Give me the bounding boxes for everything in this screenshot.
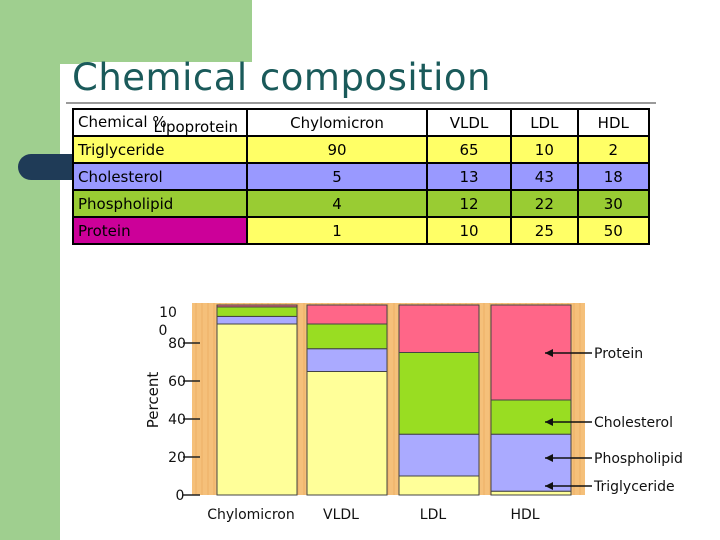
table-cell: 90 [246, 135, 428, 164]
table-cell: 43 [510, 162, 579, 191]
table-cell: 1 [246, 216, 428, 245]
table-row: Triglyceride 90 65 10 2 [72, 135, 651, 164]
table-cell: 10 [510, 135, 579, 164]
left-green-band [0, 0, 60, 540]
table-header-row: Lipoprotein Chemical % Chylomicron VLDL … [72, 108, 651, 137]
table-row: Protein 1 10 25 50 [72, 216, 651, 245]
table-cell: 4 [246, 189, 428, 218]
table-cell: 5 [246, 162, 428, 191]
table-cell: 2 [576, 135, 651, 164]
table-cell: 10 [425, 216, 513, 245]
table-cell: 12 [425, 189, 513, 218]
table-cell: 65 [425, 135, 513, 164]
row-label: Protein [72, 216, 248, 245]
row-label: Triglyceride [72, 135, 248, 164]
row-label: Cholesterol [72, 162, 248, 191]
table-cell: 30 [576, 189, 651, 218]
top-green-band [60, 0, 252, 64]
row-label: Phospholipid [72, 189, 248, 218]
composition-table: Lipoprotein Chemical % Chylomicron VLDL … [72, 108, 651, 245]
table-cell: 25 [510, 216, 579, 245]
table-cell: 18 [576, 162, 651, 191]
table-row: Phospholipid 4 12 22 30 [72, 189, 651, 218]
col-header-vldl: VLDL [425, 108, 513, 137]
table-row: Cholesterol 5 13 43 18 [72, 162, 651, 191]
col-header-chylomicron: Chylomicron [246, 108, 428, 137]
header-lipoprotein: Lipoprotein [153, 118, 238, 136]
table-cell: 13 [425, 162, 513, 191]
col-header-hdl: HDL [576, 108, 651, 137]
page-title: Chemical composition [72, 56, 492, 99]
col-header-ldl: LDL [510, 108, 579, 137]
table-cell: 50 [576, 216, 651, 245]
header-chemical: Chemical % [78, 113, 167, 131]
diagonal-header-cell: Lipoprotein Chemical % [72, 108, 248, 137]
table-cell: 22 [510, 189, 579, 218]
title-underline [66, 102, 656, 104]
